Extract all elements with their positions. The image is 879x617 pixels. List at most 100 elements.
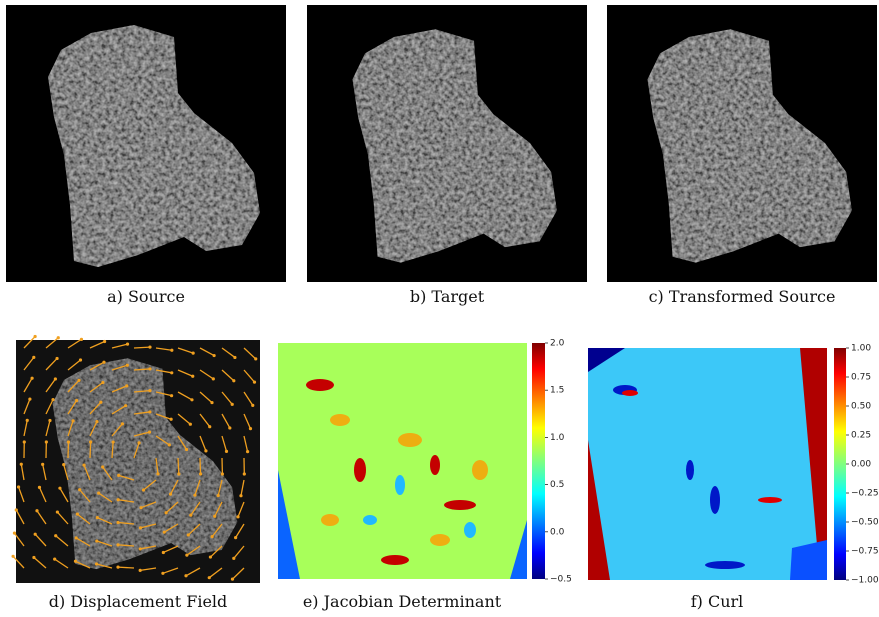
arrow-head xyxy=(54,534,57,537)
arrow-head xyxy=(209,555,212,558)
arrow-head xyxy=(177,472,180,475)
arrow-head xyxy=(79,358,82,361)
arrow-head xyxy=(249,427,252,430)
arrow-head xyxy=(191,375,194,378)
arrow-head xyxy=(32,356,35,359)
arrow-head xyxy=(32,556,35,559)
colorbar-jacobian xyxy=(532,343,545,579)
arrow-head xyxy=(126,364,129,367)
arrow-head xyxy=(232,557,235,560)
arrow-head xyxy=(156,472,159,475)
arrow-head xyxy=(204,449,207,452)
figure: a) Source b) Target c) Transformed Source d… xyxy=(0,0,879,617)
arrow-head xyxy=(139,526,142,529)
arrow xyxy=(178,458,179,474)
arrow-head xyxy=(116,521,119,524)
arrow-head xyxy=(48,419,51,422)
arrow-head xyxy=(116,543,119,546)
arrow-head xyxy=(77,379,80,382)
arrow-head xyxy=(95,539,98,542)
arrow-head xyxy=(217,494,220,497)
arrow-head xyxy=(213,354,216,357)
arrow-head xyxy=(187,533,190,536)
tick-label: −0.25 xyxy=(851,489,879,499)
image-displacement xyxy=(11,335,260,583)
arrow-head xyxy=(117,498,120,501)
arrow-head xyxy=(38,486,41,489)
tick-label: 1.0 xyxy=(550,433,565,443)
arrow-head xyxy=(212,377,215,380)
caption: c) Transformed Source xyxy=(649,287,836,306)
arrow-head xyxy=(125,384,128,387)
arrow-head xyxy=(246,450,249,453)
tick-label: 1.5 xyxy=(550,386,564,396)
arrow-head xyxy=(34,533,37,536)
arrow-head xyxy=(243,472,246,475)
arrow-head xyxy=(126,343,129,346)
arrow-head xyxy=(11,555,14,558)
arrow-head xyxy=(199,472,202,475)
arrow-head xyxy=(163,531,166,534)
arrow-head xyxy=(208,425,211,428)
caption: d) Displacement Field xyxy=(49,592,228,611)
arrow-head xyxy=(162,551,165,554)
arrow-head xyxy=(124,404,127,407)
arrow-head xyxy=(208,576,211,579)
arrow-head xyxy=(170,418,173,421)
arrow-head xyxy=(23,440,26,443)
arrow-head xyxy=(211,535,214,538)
colorbar-curl xyxy=(834,348,846,580)
caption: f) Curl xyxy=(691,592,744,611)
arrow-head xyxy=(169,493,172,496)
caption: a) Source xyxy=(107,287,185,306)
arrow-head xyxy=(184,574,187,577)
arrow-head xyxy=(75,399,78,402)
arrow-head xyxy=(161,572,164,575)
arrow-head xyxy=(53,558,56,561)
arrow-head xyxy=(74,560,77,563)
arrow-head xyxy=(34,335,37,338)
arrow-head xyxy=(26,419,29,422)
arrow-head xyxy=(56,510,59,513)
arrow xyxy=(90,442,91,458)
arrow-head xyxy=(51,398,54,401)
arrow-head xyxy=(148,389,151,392)
arrow-head xyxy=(253,380,256,383)
arrow-head xyxy=(221,472,224,475)
arrow-head xyxy=(89,440,92,443)
arrow-head xyxy=(55,357,58,360)
arrow-head xyxy=(170,349,173,352)
image-transformed xyxy=(607,5,877,282)
arrow-head xyxy=(99,401,102,404)
arrow-head xyxy=(117,474,120,477)
arrow-head xyxy=(97,492,100,495)
arrow-head xyxy=(148,346,151,349)
arrow-head xyxy=(57,336,60,339)
arrow-head xyxy=(82,464,85,467)
arrow-head xyxy=(20,463,23,466)
tick-label: 2.0 xyxy=(550,339,565,349)
tick-label: 0.00 xyxy=(851,460,871,470)
caption: b) Target xyxy=(410,287,485,306)
arrow xyxy=(200,458,201,474)
arrow-head xyxy=(232,379,235,382)
arrow-head xyxy=(228,426,231,429)
arrow-head xyxy=(101,465,104,468)
arrow-head xyxy=(76,513,79,516)
arrow-head xyxy=(251,404,254,407)
arrow xyxy=(134,347,150,348)
arrow-head xyxy=(231,403,234,406)
arrow-head xyxy=(116,566,119,569)
tick-label: −0.5 xyxy=(550,575,572,585)
arrow-head xyxy=(168,443,171,446)
tick-label: 0.25 xyxy=(851,431,871,441)
arrow-head xyxy=(225,450,228,453)
arrow-head xyxy=(148,431,151,434)
arrow-head xyxy=(41,463,44,466)
arrow-head xyxy=(67,440,70,443)
arrow-head xyxy=(78,488,81,491)
arrow-head xyxy=(101,381,104,384)
arrow-head xyxy=(28,398,31,401)
arrow-head xyxy=(170,394,173,397)
arrow-head xyxy=(95,420,98,423)
